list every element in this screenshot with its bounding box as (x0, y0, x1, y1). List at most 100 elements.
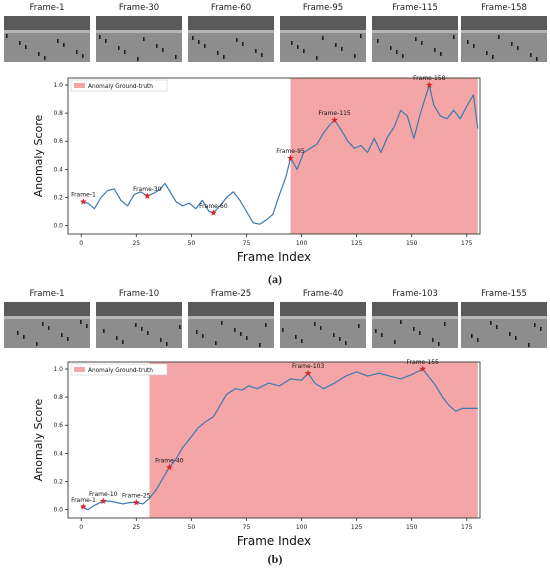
pedestrian (143, 37, 145, 41)
video-frame-image (96, 302, 182, 348)
frame-wall (280, 16, 366, 30)
pedestrian (160, 338, 162, 342)
frame-label: Frame-40 (302, 289, 344, 299)
frame-marker-star (80, 503, 87, 510)
video-frame-image (372, 16, 458, 62)
frame-marker-star (80, 198, 87, 205)
legend: Anomaly Ground-truth (70, 363, 168, 376)
frame-curb (96, 316, 182, 319)
y-tick-label: 1.0 (53, 82, 63, 89)
frame-label: Frame-60 (210, 3, 252, 13)
x-tick-label: 75 (243, 240, 251, 247)
pedestrian (162, 48, 164, 52)
pedestrian (492, 55, 494, 59)
frame-marker-label: Frame-1 (71, 192, 96, 199)
legend-swatch (74, 367, 85, 372)
pedestrian (341, 47, 343, 51)
panel-a-frames: Frame-1 Frame-30 Frame-60 Frame-95 Frame… (0, 2, 550, 66)
pedestrian (473, 44, 475, 48)
pedestrian (63, 43, 65, 47)
video-frame-image (461, 302, 547, 348)
pedestrian (259, 343, 261, 347)
y-tick-label: 1.0 (53, 366, 63, 373)
y-tick-label: 0.8 (53, 394, 63, 401)
x-tick-label: 150 (406, 524, 418, 531)
y-tick-label: 0.2 (53, 478, 63, 485)
frame-label: Frame-30 (118, 3, 160, 13)
pedestrian (402, 54, 404, 58)
video-frame-image (188, 302, 274, 348)
frame-thumbnail: Frame-95 (280, 2, 366, 62)
pedestrian (432, 338, 434, 342)
pedestrian (240, 332, 242, 336)
pedestrian (42, 322, 44, 326)
pedestrian (377, 39, 379, 43)
frame-thumbnail: Frame-30 (96, 2, 182, 62)
pedestrian (528, 343, 530, 347)
pedestrian (261, 53, 263, 57)
legend-label: Anomaly Ground-truth (88, 84, 153, 90)
frame-label: Frame-115 (392, 3, 438, 13)
pedestrian (434, 48, 436, 52)
pedestrian (105, 39, 107, 43)
pedestrian (335, 43, 337, 47)
anomaly-score-line (81, 84, 479, 225)
pedestrian (86, 324, 88, 328)
frame-wall (280, 302, 366, 316)
pedestrian (198, 40, 200, 44)
frame-thumbnail: Frame-158 (461, 2, 547, 62)
frame-curb (280, 30, 366, 33)
plot-frame (67, 361, 481, 519)
video-frame-image (372, 302, 458, 348)
x-tick-label: 0 (79, 524, 83, 531)
pedestrian (400, 320, 402, 324)
frame-marker-label: Frame-95 (276, 148, 305, 155)
pedestrian (477, 338, 479, 342)
pedestrian (135, 323, 137, 327)
pedestrian (57, 39, 59, 43)
legend-box (70, 79, 168, 92)
frame-wall (372, 302, 458, 316)
pedestrian (413, 327, 415, 331)
pedestrian (38, 52, 40, 56)
frame-label: Frame-158 (481, 3, 527, 13)
x-axis-label: Frame Index (237, 250, 311, 264)
panel-caption: (b) (267, 552, 283, 566)
pedestrian (536, 57, 538, 61)
video-frame-image (96, 16, 182, 62)
frame-wall (96, 16, 182, 30)
x-tick-label: 100 (296, 240, 308, 247)
anomaly-score-chart-a: 0 25 50 75 100 125 150 175 0.0 0.2 0.4 0.6 0.8 1.0 Fra… (32, 75, 481, 264)
pedestrian (419, 331, 421, 335)
pedestrian (242, 42, 244, 46)
pedestrian (265, 323, 267, 327)
pedestrian (137, 57, 139, 61)
pedestrian (486, 51, 488, 55)
pedestrian (390, 46, 392, 50)
frame-wall (96, 302, 182, 316)
frame-marker-label: Frame-158 (413, 75, 445, 82)
frame-thumbnail: Frame-1 (4, 2, 90, 62)
pedestrian (196, 330, 198, 334)
frame-curb (280, 316, 366, 319)
anomaly-score-chart-b: 0 25 50 75 100 125 150 175 0.0 0.2 0.4 0.6 0.8 1.0 Fra… (32, 359, 481, 548)
pedestrian (36, 342, 38, 346)
pedestrian (282, 328, 284, 332)
pedestrian (204, 44, 206, 48)
y-axis-label: Anomaly Score (32, 398, 45, 481)
legend-box (70, 363, 168, 376)
pedestrian (345, 341, 347, 345)
x-tick-label: 100 (296, 524, 308, 531)
pedestrian (25, 45, 27, 49)
pedestrian (394, 340, 396, 344)
pedestrian (221, 321, 223, 325)
pedestrian (333, 333, 335, 337)
frame-wall (188, 302, 274, 316)
frame-wall (461, 16, 547, 30)
panel-caption: (a) (268, 272, 282, 286)
pedestrian (339, 337, 341, 341)
pedestrian (80, 320, 82, 324)
frame-marker-label: Frame-10 (89, 491, 118, 498)
pedestrian (320, 326, 322, 330)
pedestrian (23, 335, 25, 339)
